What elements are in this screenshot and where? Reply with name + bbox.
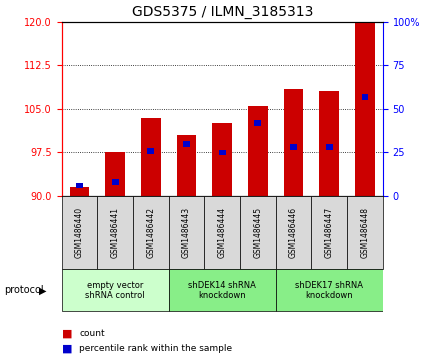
Bar xyxy=(254,120,261,126)
Text: GSM1486444: GSM1486444 xyxy=(218,207,227,258)
Bar xyxy=(213,123,232,196)
FancyBboxPatch shape xyxy=(240,196,276,269)
Text: GSM1486441: GSM1486441 xyxy=(110,207,120,258)
Bar xyxy=(326,144,333,150)
FancyBboxPatch shape xyxy=(204,196,240,269)
FancyBboxPatch shape xyxy=(169,269,276,311)
Bar xyxy=(112,179,118,185)
Bar xyxy=(147,148,154,154)
FancyBboxPatch shape xyxy=(276,269,383,311)
FancyBboxPatch shape xyxy=(312,196,347,269)
Bar xyxy=(141,118,161,196)
Bar xyxy=(290,144,297,150)
Bar xyxy=(70,187,89,196)
Text: shDEK14 shRNA
knockdown: shDEK14 shRNA knockdown xyxy=(188,281,256,300)
Bar xyxy=(105,152,125,196)
FancyBboxPatch shape xyxy=(347,196,383,269)
Text: GSM1486447: GSM1486447 xyxy=(325,207,334,258)
Text: shDEK17 shRNA
knockdown: shDEK17 shRNA knockdown xyxy=(295,281,363,300)
Text: percentile rank within the sample: percentile rank within the sample xyxy=(79,344,232,353)
FancyBboxPatch shape xyxy=(169,196,204,269)
Text: GSM1486442: GSM1486442 xyxy=(147,207,155,258)
Bar xyxy=(362,94,368,99)
Text: count: count xyxy=(79,330,105,338)
Text: GSM1486443: GSM1486443 xyxy=(182,207,191,258)
Text: ■: ■ xyxy=(62,343,72,354)
Text: GSM1486440: GSM1486440 xyxy=(75,207,84,258)
Title: GDS5375 / ILMN_3185313: GDS5375 / ILMN_3185313 xyxy=(132,5,313,19)
Text: empty vector
shRNA control: empty vector shRNA control xyxy=(85,281,145,300)
Bar xyxy=(284,89,304,196)
FancyBboxPatch shape xyxy=(62,269,169,311)
Bar xyxy=(183,141,190,147)
FancyBboxPatch shape xyxy=(133,196,169,269)
Bar xyxy=(76,183,83,188)
FancyBboxPatch shape xyxy=(276,196,312,269)
Bar xyxy=(319,91,339,196)
Text: ▶: ▶ xyxy=(39,285,46,295)
FancyBboxPatch shape xyxy=(97,196,133,269)
Bar xyxy=(248,106,268,196)
Bar xyxy=(219,150,226,155)
Bar xyxy=(355,22,375,196)
Text: protocol: protocol xyxy=(4,285,44,295)
Text: GSM1486448: GSM1486448 xyxy=(360,207,370,258)
Text: GSM1486445: GSM1486445 xyxy=(253,207,262,258)
Text: ■: ■ xyxy=(62,329,72,339)
FancyBboxPatch shape xyxy=(62,196,97,269)
Text: GSM1486446: GSM1486446 xyxy=(289,207,298,258)
Bar xyxy=(177,135,196,196)
